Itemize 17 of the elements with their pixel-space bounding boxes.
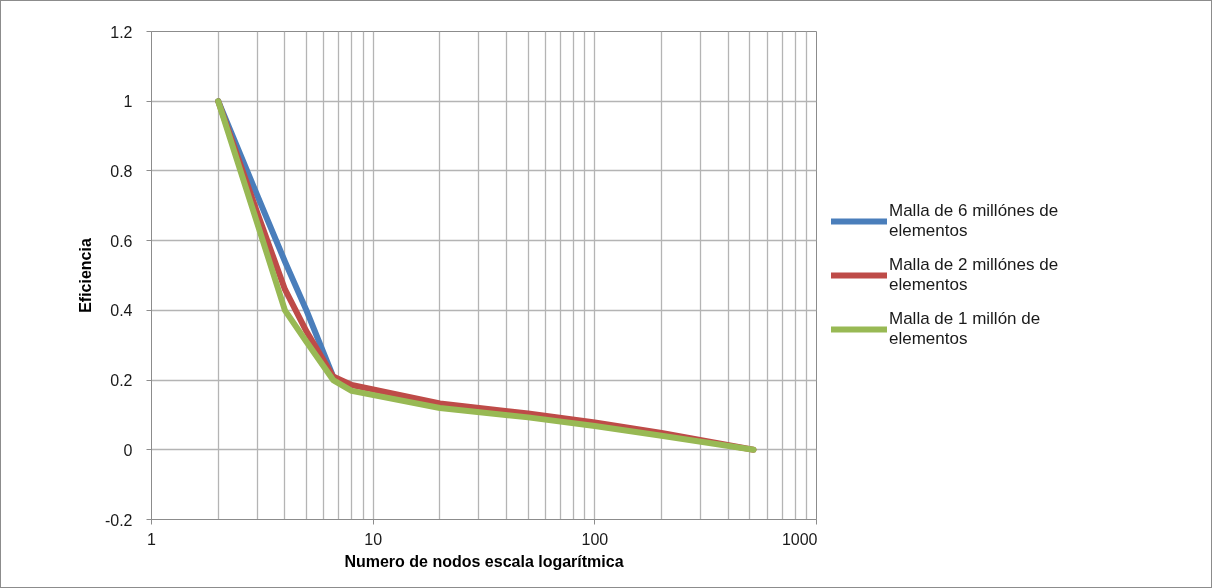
y-tick-label: 1.2 bbox=[110, 23, 133, 41]
y-tick-label: 0.8 bbox=[110, 162, 133, 180]
x-tick-label: 1 bbox=[147, 530, 157, 548]
y-tick-label: -0.2 bbox=[104, 511, 133, 529]
legend-label: Malla de 6 millónes de elementos bbox=[889, 201, 1059, 241]
x-tick-label: 100 bbox=[581, 530, 609, 548]
x-tick-label: 1000 bbox=[781, 530, 818, 548]
y-axis-title: Eficiencia bbox=[76, 238, 94, 313]
x-axis-title: Numero de nodos escala logarítmica bbox=[344, 552, 624, 570]
x-tick-label: 10 bbox=[364, 530, 383, 548]
y-tick-label: 0.4 bbox=[110, 302, 133, 320]
y-tick-label: 0.2 bbox=[110, 372, 133, 390]
legend-label: Malla de 2 millónes de elementos bbox=[889, 255, 1059, 295]
y-tick-label: 0 bbox=[123, 441, 133, 459]
y-tick-label: 0.6 bbox=[110, 232, 133, 250]
legend-label: Malla de 1 millón de elementos bbox=[889, 309, 1041, 349]
y-tick-label: 1 bbox=[123, 93, 133, 111]
